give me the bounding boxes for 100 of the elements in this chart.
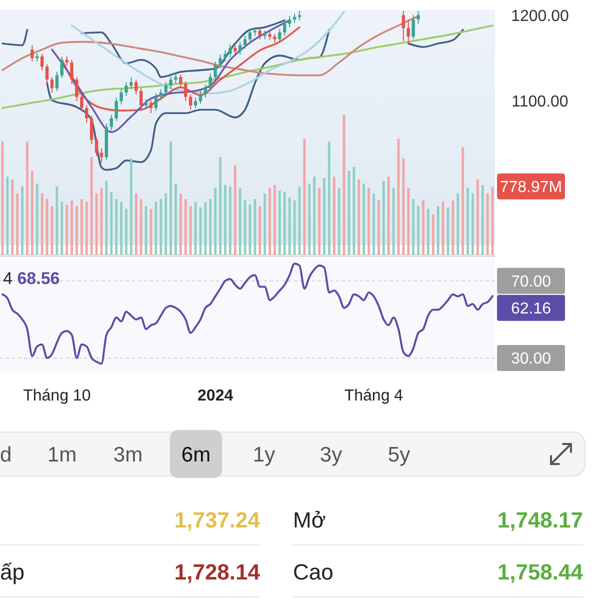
candlestick [159, 88, 162, 101]
bar [254, 199, 256, 255]
x-tick-label: 2024 [198, 388, 234, 405]
bar [472, 193, 474, 255]
candlestick [416, 10, 420, 24]
candlestick [60, 56, 64, 78]
text: Cao [293, 560, 334, 585]
candlestick [204, 84, 208, 98]
bar [66, 204, 68, 255]
candlestick [114, 97, 118, 122]
bar [134, 193, 138, 255]
text: 5y [388, 443, 411, 466]
candlestick [292, 12, 296, 24]
bar [80, 199, 83, 255]
bar [308, 184, 311, 255]
bar [40, 193, 44, 255]
bar [115, 199, 118, 255]
bar [372, 193, 375, 255]
bar [303, 138, 306, 255]
bar [125, 208, 128, 255]
bar [258, 206, 262, 255]
bar [278, 190, 281, 255]
candlestick [283, 20, 286, 36]
bar [426, 208, 430, 255]
bar [224, 185, 226, 255]
bar [456, 193, 460, 255]
text: Mở [293, 508, 326, 533]
bar [377, 200, 380, 255]
line-series [2, 24, 494, 109]
candlestick [169, 76, 172, 90]
candlestick [412, 14, 415, 40]
bar [174, 184, 177, 255]
bar [318, 188, 320, 255]
x-tick-label: Tháng 4 [344, 388, 404, 405]
bar [90, 157, 93, 255]
text: 1,758.44 [497, 560, 584, 585]
bar [328, 142, 330, 255]
bar [204, 202, 207, 255]
bar [184, 199, 187, 255]
candlestick [188, 94, 192, 110]
bar [358, 179, 360, 255]
y-tick-label: 70.00 [510, 274, 552, 291]
bar [214, 188, 217, 255]
bar [130, 158, 132, 255]
data-label: 62.16 [510, 300, 552, 318]
bar [432, 214, 434, 255]
candlestick [85, 104, 88, 124]
candlestick [174, 72, 178, 84]
bar [76, 206, 78, 255]
bar [407, 188, 410, 255]
bar [481, 185, 484, 255]
candlestick [50, 76, 54, 94]
candlestick [179, 74, 182, 88]
bar [140, 199, 142, 255]
bar [323, 178, 326, 255]
bar [288, 198, 291, 255]
candlestick [110, 114, 113, 131]
bar [179, 193, 182, 255]
bar [264, 193, 266, 255]
candlestick [234, 44, 237, 56]
candlestick [130, 76, 133, 90]
line-series [70, 10, 345, 94]
bar [486, 193, 489, 255]
bar [362, 184, 366, 255]
bar [436, 206, 440, 255]
candlestick [100, 148, 104, 164]
bar [85, 202, 88, 255]
text: 1,737.24 [174, 508, 261, 533]
bar [120, 202, 122, 255]
text: 6m [181, 443, 211, 466]
line-series [2, 15, 420, 76]
bar [462, 147, 464, 255]
bar [402, 158, 405, 255]
bar [313, 176, 316, 255]
candlestick [154, 92, 158, 112]
bar [452, 200, 454, 255]
bar [387, 176, 390, 255]
candlestick [402, 10, 406, 42]
bar [422, 200, 424, 255]
bar [228, 186, 232, 255]
text: 1m [47, 443, 77, 466]
candlestick [184, 80, 188, 102]
candlestick [218, 54, 222, 69]
candlestick [278, 28, 282, 44]
bar [160, 199, 162, 255]
y-tick-label: 1200.00 [511, 8, 570, 25]
candlestick [124, 82, 128, 96]
bar [274, 185, 276, 255]
candlestick [75, 76, 78, 102]
bar [283, 192, 286, 255]
bar [382, 180, 385, 255]
x-tick-label: Tháng 10 [23, 388, 91, 405]
bar [352, 166, 356, 255]
text: 1,728.14 [174, 560, 261, 585]
bar [338, 188, 340, 255]
bar [16, 193, 19, 255]
candlestick [55, 71, 59, 92]
candlestick [228, 44, 232, 58]
candlestick [288, 16, 292, 28]
bar [11, 179, 14, 255]
